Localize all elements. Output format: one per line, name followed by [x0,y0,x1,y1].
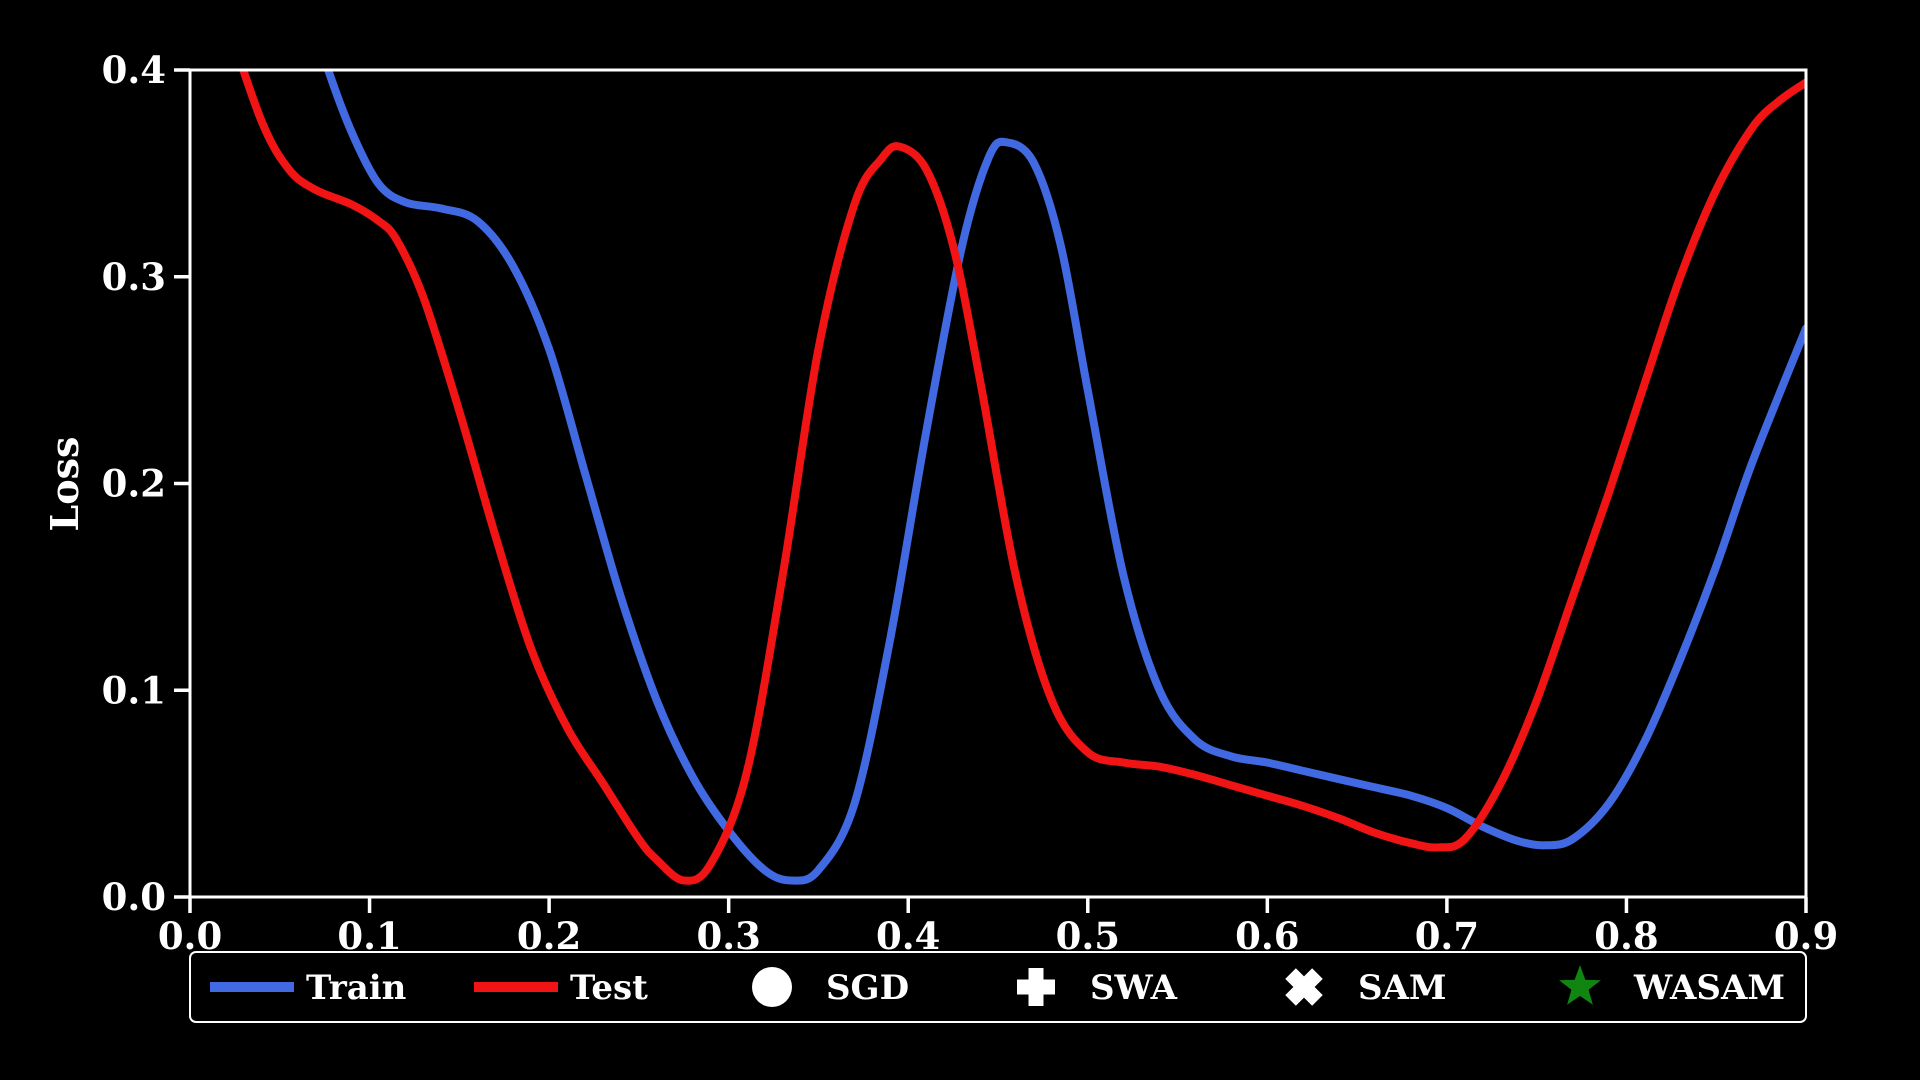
x-tick-label: 0.3 [696,914,760,958]
x-axis-ticks: 0.0 0.1 0.2 0.3 0.4 0.5 0.6 0.7 0.8 0.9 [158,897,1838,958]
curves-group [239,70,1806,885]
legend-items: Train Test SGD SWA SAM WASAM [210,965,1785,1008]
y-tick-label: 0.1 [102,668,166,712]
train-curve [323,70,1806,885]
y-tick-label: 0.2 [102,462,166,506]
sam-marker-icon [1285,968,1323,1006]
x-tick-label: 0.0 [158,914,222,958]
legend-label-sam: SAM [1358,968,1447,1008]
legend-label-sgd: SGD [826,968,909,1008]
x-tick-label: 0.7 [1415,914,1479,958]
y-axis-label: Loss [42,437,87,532]
x-tick-label: 0.1 [337,914,401,958]
y-tick-label: 0.4 [102,48,166,92]
legend-label-test: Test [570,968,648,1008]
legend-box [189,951,1807,1023]
legend-label-wasam: WASAM [1633,968,1785,1008]
wasam-marker-icon [1559,965,1601,1005]
y-tick-label: 0.3 [102,255,166,299]
legend-label-train: Train [306,968,406,1008]
x-tick-label: 0.9 [1774,914,1838,958]
x-tick-label: 0.5 [1056,914,1120,958]
swa-marker-icon [1017,968,1055,1006]
test-curve [239,70,1806,885]
y-tick-label: 0.0 [102,875,166,919]
x-tick-label: 0.4 [876,914,940,958]
y-axis-ticks: 0.0 0.1 0.2 0.3 0.4 [102,48,190,919]
x-tick-label: 0.8 [1594,914,1658,958]
sgd-marker-icon [752,967,792,1007]
x-tick-label: 0.6 [1235,914,1299,958]
x-tick-label: 0.2 [517,914,581,958]
legend-label-swa: SWA [1090,968,1178,1008]
legend: Train Test SGD SWA SAM WASAM [189,951,1807,1023]
